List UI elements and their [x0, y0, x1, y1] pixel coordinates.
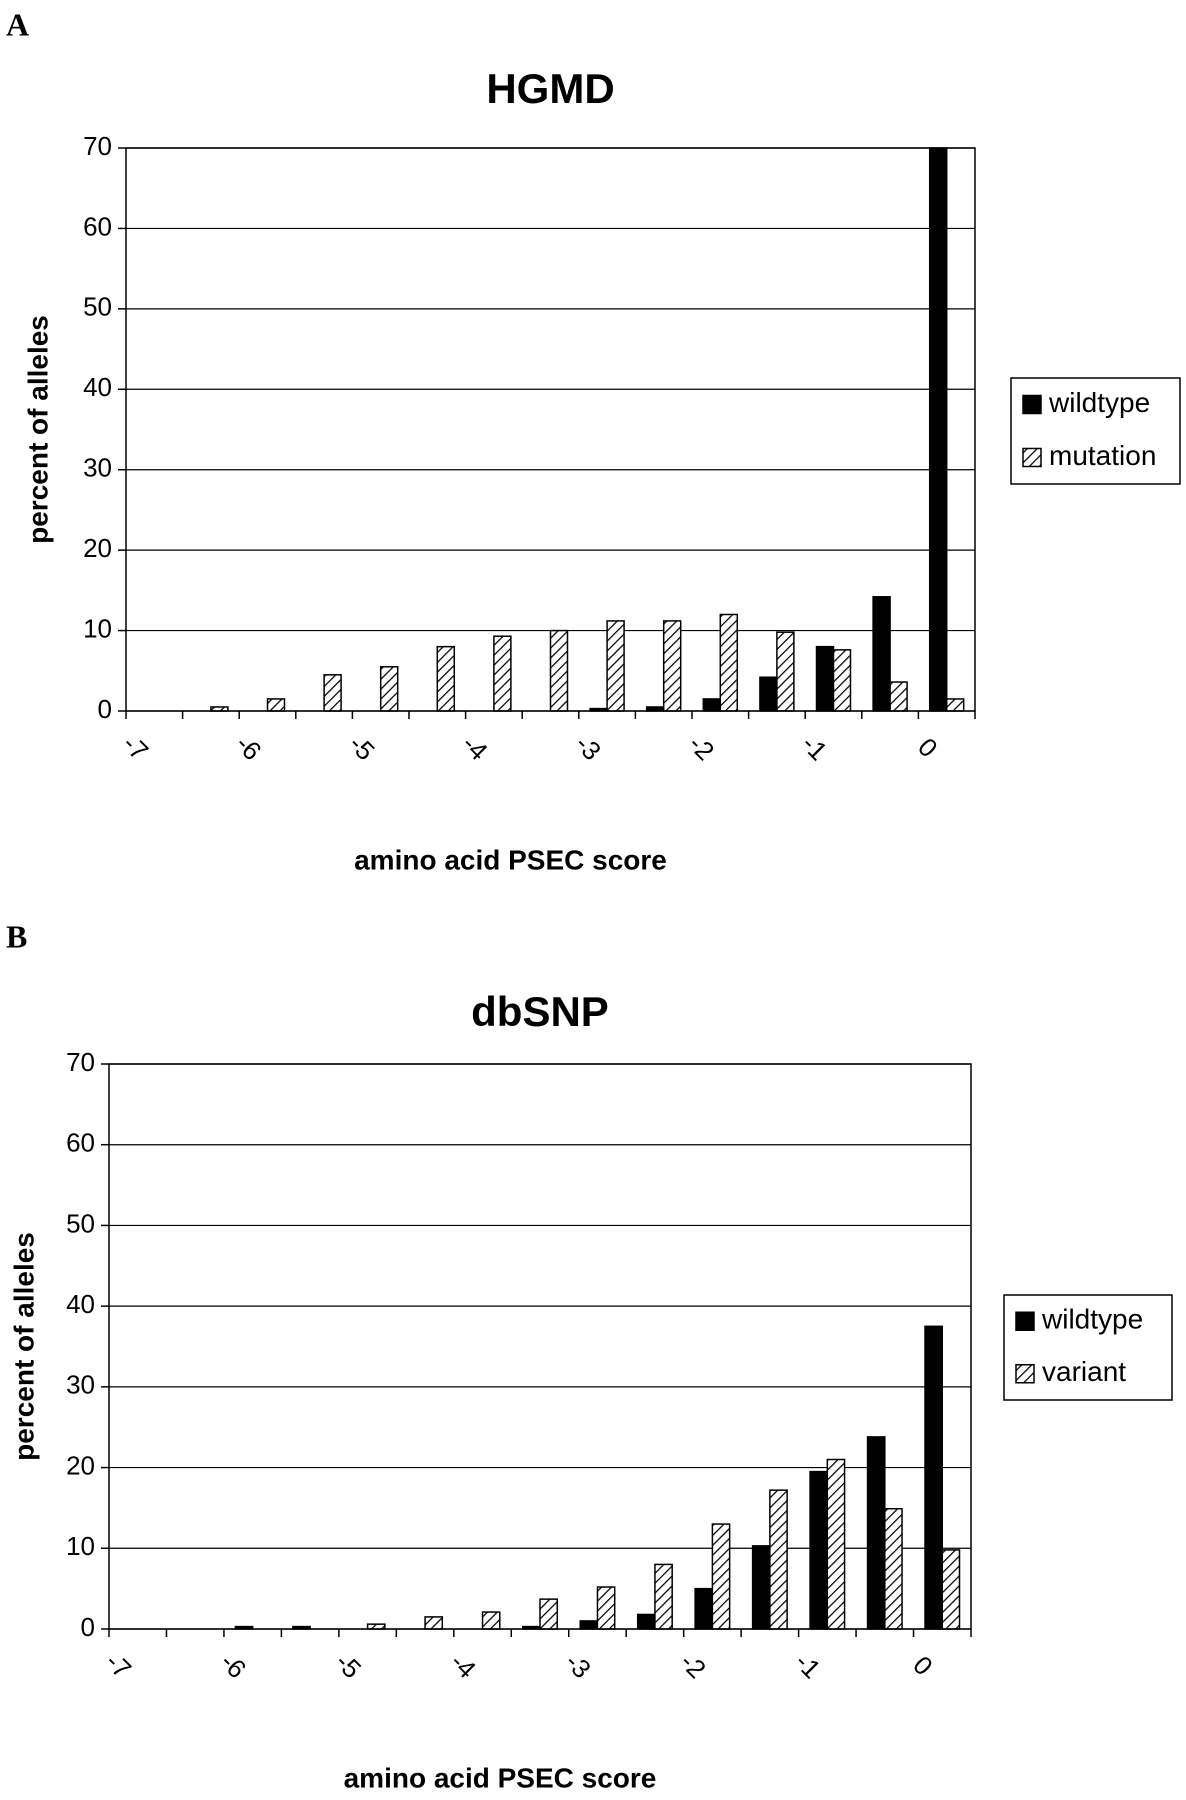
x-tick-label: -4: [456, 729, 494, 767]
x-tick-label: -2: [683, 729, 721, 767]
y-tick-label: 30: [66, 1370, 95, 1400]
bar: [924, 1325, 944, 1630]
bar: [436, 645, 456, 712]
bar: [751, 1545, 771, 1630]
x-tick-label: -4: [445, 1647, 483, 1685]
bar: [711, 1523, 731, 1630]
plot-border: [108, 1063, 972, 1630]
bar: [832, 649, 852, 712]
bar: [941, 1549, 961, 1630]
x-tick-label: -5: [343, 729, 381, 767]
y-tick-label: 10: [66, 1531, 95, 1561]
bar: [539, 1598, 558, 1630]
bar: [809, 1470, 829, 1630]
legend-swatch: [1015, 1311, 1035, 1331]
y-tick-label: 60: [66, 1128, 95, 1158]
y-tick-label: 20: [66, 1450, 95, 1480]
legend-swatch: [1015, 1364, 1035, 1384]
bar: [872, 596, 891, 712]
y-tick-label: 10: [83, 613, 112, 643]
bar: [866, 1436, 886, 1630]
y-tick-label: 40: [83, 372, 112, 402]
bar: [702, 698, 722, 712]
bar: [776, 631, 795, 712]
bar: [769, 1489, 788, 1630]
plot-area: [126, 148, 975, 711]
bar: [654, 1563, 673, 1630]
legend-label: mutation: [1049, 440, 1156, 471]
bar: [596, 1586, 616, 1630]
y-tick-label: 20: [83, 533, 112, 563]
x-axis-label: amino acid PSEC score: [354, 844, 667, 875]
x-tick-label: -7: [100, 1647, 138, 1685]
y-axis-label: percent of alleles: [22, 315, 53, 544]
bar: [719, 613, 739, 712]
legend-label: wildtype: [1048, 387, 1150, 418]
x-tick-label: -1: [789, 1647, 827, 1685]
y-tick-label: 0: [81, 1612, 95, 1642]
chart-title: dbSNP: [471, 988, 609, 1035]
bar: [826, 1458, 846, 1630]
bar: [493, 635, 512, 712]
bar: [379, 666, 399, 712]
bar: [481, 1611, 501, 1630]
x-tick-label: -1: [796, 729, 834, 767]
panel-label: B: [6, 918, 27, 954]
x-tick-label: -2: [674, 1647, 712, 1685]
y-tick-label: 40: [66, 1289, 95, 1319]
y-tick-label: 70: [66, 1047, 95, 1077]
x-tick-label: -3: [559, 1647, 597, 1685]
y-tick-label: 70: [83, 131, 112, 161]
bar: [579, 1620, 599, 1630]
y-tick-label: 50: [66, 1208, 95, 1238]
bar: [759, 676, 778, 712]
bar: [323, 674, 342, 712]
bar: [945, 698, 965, 712]
bar: [815, 645, 835, 712]
legend-label: variant: [1042, 1356, 1126, 1387]
x-tick-label: 0: [912, 732, 943, 763]
x-axis-label: amino acid PSEC score: [344, 1762, 657, 1793]
bar: [694, 1587, 714, 1630]
x-tick-label: -6: [230, 729, 268, 767]
x-tick-label: -6: [215, 1647, 253, 1685]
bar: [606, 620, 625, 712]
bar: [424, 1616, 444, 1630]
y-tick-label: 30: [83, 453, 112, 483]
legend-swatch: [1022, 394, 1042, 415]
x-tick-label: -3: [570, 729, 608, 767]
x-tick-label: -7: [117, 729, 155, 767]
plot-border: [125, 147, 976, 712]
x-tick-label: 0: [907, 1650, 938, 1681]
chart-title: HGMD: [486, 65, 614, 112]
bar: [636, 1613, 656, 1630]
bar: [884, 1507, 903, 1630]
panel-label: A: [6, 6, 29, 42]
bar: [549, 629, 569, 712]
legend-swatch: [1022, 447, 1042, 468]
y-tick-label: 60: [83, 211, 112, 241]
y-axis-label: percent of alleles: [8, 1232, 39, 1461]
bar: [889, 681, 908, 712]
bar: [928, 147, 948, 712]
bar: [662, 620, 682, 712]
legend-label: wildtype: [1041, 1304, 1143, 1335]
bar: [266, 698, 286, 712]
x-tick-label: -5: [330, 1647, 368, 1685]
y-tick-label: 0: [98, 694, 112, 724]
y-tick-label: 50: [83, 292, 112, 322]
